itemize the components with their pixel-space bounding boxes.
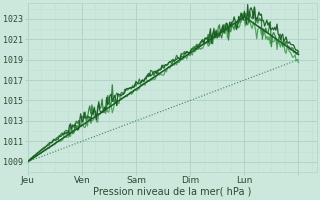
X-axis label: Pression niveau de la mer( hPa ): Pression niveau de la mer( hPa ): [93, 187, 251, 197]
